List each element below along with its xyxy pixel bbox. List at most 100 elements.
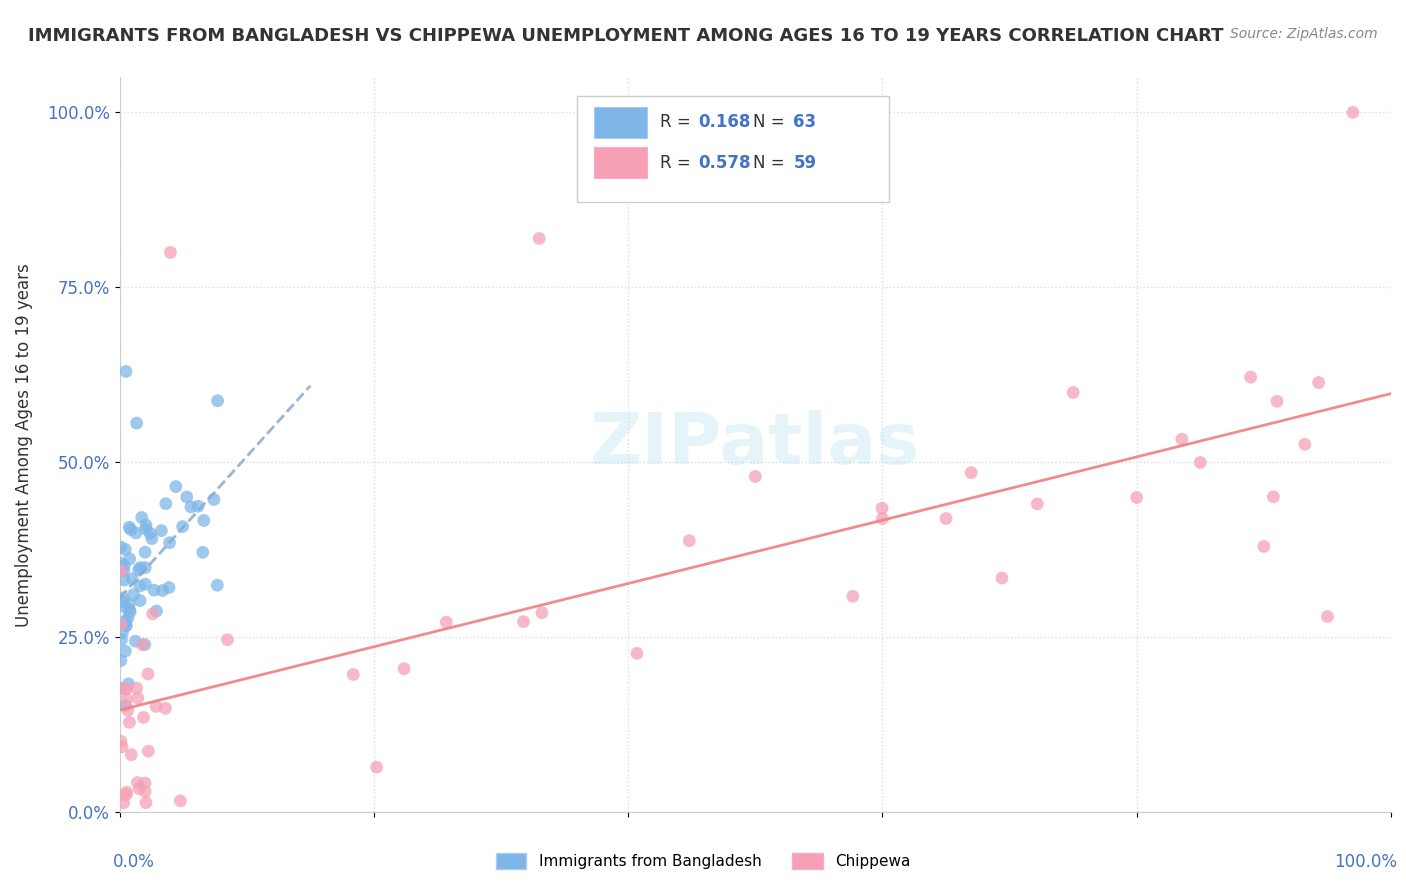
Point <box>1062 385 1084 400</box>
Point <box>1316 609 1339 624</box>
Point <box>112 573 135 587</box>
Point <box>110 564 132 578</box>
Point <box>155 701 177 715</box>
Point <box>1263 490 1285 504</box>
Point <box>935 511 957 525</box>
Legend: Immigrants from Bangladesh, Chippewa: Immigrants from Bangladesh, Chippewa <box>489 847 917 875</box>
Point <box>366 760 388 774</box>
Point <box>1171 432 1194 446</box>
Point <box>1253 540 1275 554</box>
Point <box>121 572 143 586</box>
Point <box>134 638 156 652</box>
Point <box>134 545 156 559</box>
Point <box>1026 497 1049 511</box>
Point <box>115 692 138 706</box>
FancyBboxPatch shape <box>578 95 889 202</box>
Point <box>118 551 141 566</box>
Point <box>110 540 132 554</box>
Point <box>111 739 134 754</box>
Point <box>127 775 149 789</box>
Point <box>960 466 983 480</box>
Point <box>110 681 132 696</box>
Point <box>129 593 152 607</box>
Text: 0.168: 0.168 <box>699 113 751 131</box>
Point <box>145 699 167 714</box>
Point <box>115 618 138 632</box>
Point <box>135 518 157 533</box>
Point <box>991 571 1014 585</box>
Point <box>117 677 139 691</box>
Text: ZIPatlas: ZIPatlas <box>591 410 921 480</box>
Point <box>1240 370 1263 384</box>
Point <box>530 606 553 620</box>
Point <box>132 710 155 724</box>
Point <box>159 245 181 260</box>
Point <box>145 604 167 618</box>
Point <box>159 535 181 549</box>
Point <box>115 681 138 696</box>
Point <box>131 638 153 652</box>
Point <box>191 545 214 559</box>
Point <box>157 581 180 595</box>
Point <box>120 523 142 537</box>
Point <box>110 563 132 577</box>
Point <box>150 524 173 538</box>
Point <box>125 525 148 540</box>
Point <box>193 514 215 528</box>
Text: R =: R = <box>659 153 696 171</box>
Point <box>512 615 534 629</box>
Point <box>141 532 163 546</box>
Point <box>120 605 142 619</box>
Point <box>134 560 156 574</box>
Point <box>1308 376 1330 390</box>
Point <box>115 364 138 378</box>
Point <box>110 556 132 570</box>
Point <box>115 785 138 799</box>
Point <box>1265 394 1288 409</box>
Point <box>129 560 152 574</box>
Point <box>110 617 132 632</box>
Point <box>135 796 157 810</box>
Text: N =: N = <box>752 153 790 171</box>
Text: IMMIGRANTS FROM BANGLADESH VS CHIPPEWA UNEMPLOYMENT AMONG AGES 16 TO 19 YEARS CO: IMMIGRANTS FROM BANGLADESH VS CHIPPEWA U… <box>28 27 1223 45</box>
Point <box>207 393 229 408</box>
Point <box>678 533 700 548</box>
Point <box>870 501 893 516</box>
FancyBboxPatch shape <box>593 107 647 137</box>
Point <box>128 562 150 576</box>
Point <box>136 667 159 681</box>
Point <box>155 497 177 511</box>
Point <box>176 490 198 504</box>
Point <box>118 597 141 611</box>
Point <box>127 691 149 706</box>
Text: R =: R = <box>659 113 696 131</box>
Point <box>110 734 132 748</box>
Text: 100.0%: 100.0% <box>1334 853 1398 871</box>
Point <box>112 796 135 810</box>
Point <box>118 715 141 730</box>
Text: 0.578: 0.578 <box>699 153 751 171</box>
Text: 0.0%: 0.0% <box>114 853 155 871</box>
Point <box>842 590 865 604</box>
Point <box>117 611 139 625</box>
Point <box>114 644 136 658</box>
Point <box>114 698 136 713</box>
Text: 63: 63 <box>793 113 817 131</box>
Point <box>139 526 162 541</box>
Point <box>114 681 136 696</box>
Point <box>110 632 132 647</box>
Point <box>138 744 160 758</box>
Point <box>342 667 364 681</box>
Point <box>1125 491 1147 505</box>
Point <box>112 591 135 605</box>
Point <box>111 625 134 640</box>
Point <box>134 784 156 798</box>
Point <box>118 603 141 617</box>
Text: N =: N = <box>752 113 790 131</box>
Point <box>128 781 150 796</box>
FancyBboxPatch shape <box>593 147 647 178</box>
Point <box>115 788 138 802</box>
Point <box>434 615 457 629</box>
Point <box>143 583 166 598</box>
Point <box>134 577 156 591</box>
